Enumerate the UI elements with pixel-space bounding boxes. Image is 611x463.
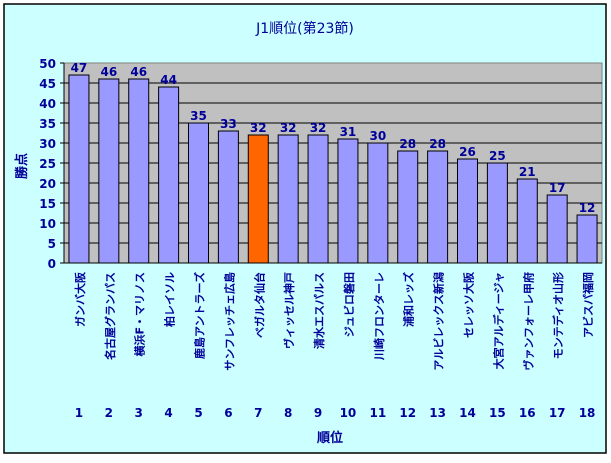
bar xyxy=(516,178,538,264)
rank-label: 6 xyxy=(224,406,232,420)
bar xyxy=(397,150,419,264)
rank-label: 13 xyxy=(429,406,446,420)
chart-title: J1順位(第23節) xyxy=(255,20,354,37)
y-tick-label: 10 xyxy=(39,217,56,231)
rank-label: 16 xyxy=(519,406,536,420)
y-tick-label: 20 xyxy=(39,177,56,191)
category-label: セレッソ大阪 xyxy=(462,271,476,338)
y-tick-label: 5 xyxy=(48,237,56,251)
bar xyxy=(427,150,449,264)
rank-label: 5 xyxy=(194,406,202,420)
data-label: 31 xyxy=(340,125,357,139)
data-label: 35 xyxy=(190,109,207,123)
data-label: 21 xyxy=(519,165,536,179)
y-tick-label: 15 xyxy=(39,197,56,211)
category-label: 鹿島アントラーズ xyxy=(193,272,207,359)
rank-label: 7 xyxy=(254,406,262,420)
category-label: ヴァンフォーレ甲府 xyxy=(521,272,535,371)
bar xyxy=(367,142,389,264)
category-label: ガンバ大阪 xyxy=(73,271,87,327)
y-tick-label: 30 xyxy=(39,137,56,151)
data-label: 25 xyxy=(489,149,506,163)
data-label: 33 xyxy=(220,117,237,131)
bar xyxy=(217,130,239,264)
y-tick-label: 35 xyxy=(39,117,56,131)
y-axis-label: 勝点 xyxy=(14,153,30,179)
bar xyxy=(98,78,120,264)
y-tick-label: 45 xyxy=(39,77,56,91)
rank-label: 3 xyxy=(135,406,143,420)
data-label: 17 xyxy=(549,181,566,195)
data-label: 44 xyxy=(160,73,177,87)
rank-label: 12 xyxy=(399,406,416,420)
bar xyxy=(68,74,90,264)
x-axis-label: 順位 xyxy=(317,430,343,446)
y-tick-label: 40 xyxy=(39,97,56,111)
bar xyxy=(158,86,180,264)
category-label: モンテディオ山形 xyxy=(551,272,565,359)
data-label: 46 xyxy=(130,65,147,79)
rank-label: 10 xyxy=(340,406,357,420)
data-label: 46 xyxy=(100,65,117,79)
category-label: アルビレックス新潟 xyxy=(432,272,446,371)
bar xyxy=(128,78,150,264)
category-label: 浦和レッズ xyxy=(402,272,416,327)
y-tick-label: 50 xyxy=(39,57,56,71)
rank-label: 4 xyxy=(164,406,172,420)
data-label: 26 xyxy=(459,145,476,159)
data-label: 32 xyxy=(310,121,327,135)
bar xyxy=(546,194,568,264)
y-tick-label: 25 xyxy=(39,157,56,171)
category-label: 大宮アルディージャ xyxy=(491,272,505,369)
data-label: 32 xyxy=(250,121,267,135)
rank-label: 15 xyxy=(489,406,506,420)
data-label: 30 xyxy=(369,129,386,143)
bar xyxy=(457,158,478,264)
category-label: アビスパ福岡 xyxy=(581,272,595,338)
rank-label: 1 xyxy=(75,406,83,420)
category-label: 名古屋グランパス xyxy=(103,272,117,360)
bar xyxy=(247,134,269,264)
data-label: 32 xyxy=(280,121,297,135)
bar xyxy=(307,134,329,264)
rank-label: 2 xyxy=(105,406,113,420)
bar xyxy=(277,134,299,264)
category-label: ベガルタ仙台 xyxy=(252,272,266,338)
category-label: ジュビロ磐田 xyxy=(342,272,356,337)
category-label: ヴィッセル神戸 xyxy=(282,272,296,349)
category-label: サンフレッチェ広島 xyxy=(222,272,236,371)
category-label: 横浜F・マリノス xyxy=(133,272,147,357)
data-label: 28 xyxy=(399,137,416,151)
rank-label: 11 xyxy=(369,406,386,420)
bar xyxy=(486,162,508,264)
data-label: 47 xyxy=(71,61,88,75)
bar xyxy=(576,214,598,264)
category-label: 柏レイソル xyxy=(163,272,177,327)
data-label: 28 xyxy=(429,137,446,151)
rank-label: 9 xyxy=(314,406,322,420)
rank-label: 17 xyxy=(549,406,566,420)
bar xyxy=(188,122,209,264)
y-tick-label: 0 xyxy=(48,257,56,271)
rank-label: 14 xyxy=(459,406,476,420)
rank-label: 8 xyxy=(284,406,292,420)
category-label: 清水エスパルス xyxy=(312,272,326,349)
rank-label: 18 xyxy=(579,406,596,420)
category-label: 川崎フロンターレ xyxy=(372,272,386,361)
bar xyxy=(337,138,359,264)
data-label: 12 xyxy=(579,201,596,215)
